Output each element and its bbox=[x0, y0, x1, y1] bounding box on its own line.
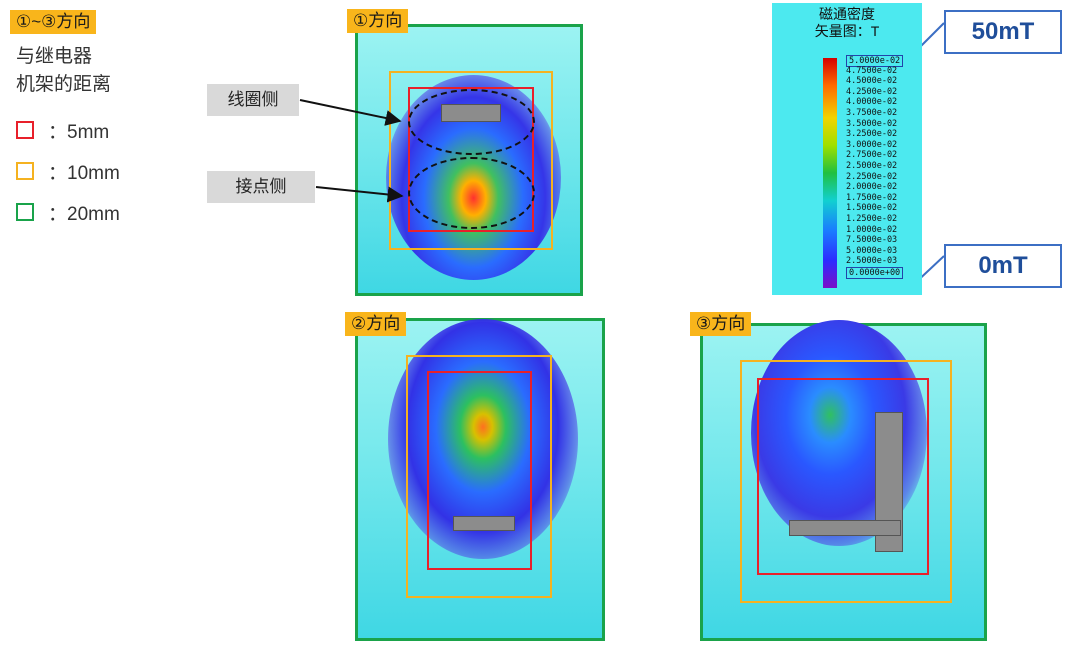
view1-contact-outline bbox=[408, 157, 535, 229]
scale-tick-label: 1.0000e-02 bbox=[846, 224, 898, 235]
scale-tick-label: 1.5000e-02 bbox=[846, 203, 898, 214]
view1-coil-outline bbox=[408, 89, 535, 155]
view2-frame-5mm bbox=[427, 371, 532, 570]
view3-simulation-panel bbox=[700, 320, 987, 641]
legend-swatch-10mm bbox=[16, 162, 34, 180]
color-bar bbox=[823, 58, 837, 288]
view3-relay-base bbox=[789, 520, 901, 536]
view2-label: ②方向 bbox=[345, 312, 407, 336]
view2-frame-10mm bbox=[406, 355, 552, 598]
max-value-label: 50mT bbox=[944, 10, 1062, 54]
min-value-label: 0mT bbox=[944, 244, 1062, 288]
view3-frame-10mm bbox=[740, 360, 952, 603]
scale-tick-label: 4.5000e-02 bbox=[846, 76, 898, 87]
coil-side-callout: 线圈侧 bbox=[207, 84, 299, 116]
scale-tick-label: 5.0000e-02 bbox=[846, 55, 904, 67]
legend-swatch-20mm bbox=[16, 203, 34, 221]
view3-frame-5mm bbox=[757, 378, 929, 575]
legend-label-10mm: ：10mm bbox=[48, 163, 120, 184]
scale-tick-label: 7.5000e-03 bbox=[846, 235, 898, 246]
legend-heading-line1: 与继电器 bbox=[16, 46, 93, 67]
coil-arrow bbox=[299, 99, 402, 126]
scale-tick-label: 3.5000e-02 bbox=[846, 118, 898, 129]
scale-title: 磁通密度 矢量图：T bbox=[772, 6, 922, 40]
contact-arrow bbox=[315, 186, 404, 203]
scale-tick-label: 2.7500e-02 bbox=[846, 150, 898, 161]
view1-frame-10mm bbox=[389, 71, 553, 250]
scale-tick-label: 0.0000e+00 bbox=[846, 267, 904, 279]
scale-tick-label: 2.0000e-02 bbox=[846, 182, 898, 193]
scale-title-line1: 磁通密度 bbox=[819, 6, 875, 22]
scale-tick-label: 4.7500e-02 bbox=[846, 65, 898, 76]
view2-simulation-panel bbox=[355, 318, 605, 641]
scale-tick-label: 2.5000e-03 bbox=[846, 256, 898, 267]
legend-label-20mm: ：20mm bbox=[48, 204, 120, 225]
scale-tick-label: 4.0000e-02 bbox=[846, 97, 898, 108]
legend-title: ①~③方向 bbox=[10, 10, 97, 34]
view1-frame-5mm bbox=[408, 87, 534, 232]
contact-side-callout: 接点侧 bbox=[207, 171, 315, 203]
view2-relay-body bbox=[453, 516, 515, 531]
scale-tick-label: 2.5000e-02 bbox=[846, 161, 898, 171]
view1-label: ①方向 bbox=[347, 9, 409, 33]
legend-heading-line2: 机架的距离 bbox=[16, 74, 112, 95]
legend-label-5mm: ：5mm bbox=[48, 122, 110, 143]
flux-density-scale-panel bbox=[772, 3, 922, 295]
view1-simulation-panel bbox=[355, 24, 583, 296]
scale-tick-label: 3.7500e-02 bbox=[846, 108, 898, 118]
scale-tick-label: 3.2500e-02 bbox=[846, 129, 898, 140]
scale-tick-label: 4.2500e-02 bbox=[846, 86, 898, 97]
scale-tick-label: 1.2500e-02 bbox=[846, 214, 898, 224]
scale-tick-label: 3.0000e-02 bbox=[846, 139, 898, 150]
scale-title-line2: 矢量图：T bbox=[814, 23, 880, 39]
scale-tick-label: 5.0000e-03 bbox=[846, 245, 898, 256]
scale-tick-label: 2.2500e-02 bbox=[846, 171, 898, 182]
view3-label: ③方向 bbox=[690, 312, 752, 336]
scale-tick-label: 1.7500e-02 bbox=[846, 192, 898, 203]
legend-swatch-5mm bbox=[16, 121, 34, 139]
